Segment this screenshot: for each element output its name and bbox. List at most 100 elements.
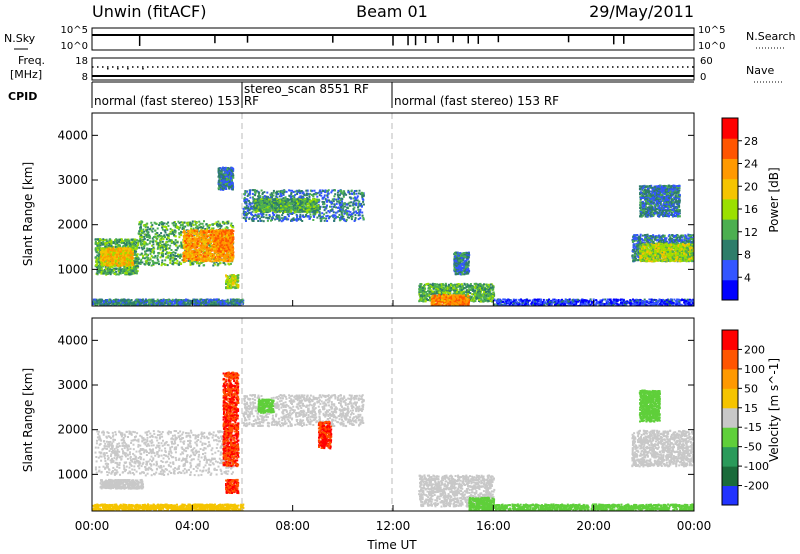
data-cell	[362, 195, 365, 198]
data-cell	[196, 244, 199, 247]
data-cell	[194, 239, 197, 242]
data-cell	[235, 284, 238, 287]
data-cell	[220, 248, 223, 251]
data-cell	[104, 272, 107, 275]
data-cell	[199, 238, 202, 241]
data-cell	[128, 242, 131, 245]
data-cell	[210, 246, 213, 249]
data-cell	[114, 255, 117, 258]
data-cell	[121, 257, 124, 259]
data-cell	[186, 248, 189, 251]
data-cell	[107, 247, 110, 250]
data-cell	[223, 237, 226, 240]
data-cell	[100, 242, 103, 245]
data-cell	[156, 232, 159, 234]
data-cell	[166, 243, 169, 246]
data-cell	[361, 214, 364, 217]
data-cell	[139, 263, 142, 265]
data-cell	[125, 239, 127, 242]
data-cell	[99, 268, 102, 271]
data-cell	[138, 262, 140, 265]
data-cell	[217, 170, 220, 173]
data-cell	[127, 273, 130, 275]
data-cell	[327, 210, 330, 212]
data-cell	[161, 262, 164, 265]
data-cell	[324, 198, 327, 201]
data-cell	[167, 237, 170, 240]
data-cell	[226, 229, 229, 232]
data-cell	[196, 246, 199, 249]
data-cell	[213, 222, 216, 225]
data-cell	[171, 232, 174, 235]
data-cell	[232, 230, 235, 233]
data-cell	[128, 268, 131, 271]
data-cell	[169, 261, 172, 264]
data-cell	[147, 234, 150, 237]
data-cell	[169, 255, 172, 258]
data-cell	[169, 244, 172, 247]
data-cell	[318, 211, 321, 214]
data-cell	[202, 260, 205, 262]
data-cell	[200, 240, 203, 243]
data-cell	[286, 213, 289, 216]
data-cell	[130, 247, 133, 250]
data-cell	[109, 242, 112, 245]
data-cell	[329, 201, 332, 203]
data-cell	[158, 245, 161, 248]
data-cell	[259, 195, 262, 198]
data-cell	[186, 252, 189, 255]
data-cell	[191, 240, 194, 242]
data-cell	[218, 245, 221, 248]
data-cell	[230, 173, 233, 176]
data-cell	[215, 229, 218, 232]
data-cell	[224, 237, 227, 240]
data-cell	[94, 238, 97, 241]
data-cell	[266, 219, 269, 222]
data-cell	[316, 195, 319, 198]
data-cell	[340, 203, 343, 206]
data-cell	[271, 196, 274, 199]
data-cell	[225, 274, 227, 277]
data-cell	[157, 242, 160, 245]
data-cell	[138, 221, 141, 224]
data-cell	[227, 239, 230, 242]
data-cell	[360, 193, 363, 195]
data-cell	[231, 258, 234, 261]
data-cell	[346, 212, 349, 214]
data-cell	[143, 230, 146, 233]
data-cell	[97, 255, 100, 258]
data-cell	[153, 235, 156, 238]
data-cell	[131, 243, 134, 246]
data-cell	[167, 221, 170, 224]
data-cell	[221, 178, 224, 181]
data-cell	[298, 191, 301, 194]
data-cell	[129, 267, 132, 270]
data-cell	[153, 247, 156, 250]
data-cell	[115, 248, 118, 251]
data-cell	[127, 242, 130, 245]
data-cell	[228, 263, 231, 266]
data-cell	[171, 240, 173, 243]
data-cell	[118, 262, 121, 265]
data-cell	[187, 259, 190, 262]
data-cell	[148, 258, 151, 261]
data-cell	[190, 250, 193, 253]
data-cell	[202, 246, 205, 249]
data-cell	[157, 252, 160, 255]
data-cell	[200, 231, 202, 234]
data-cell	[190, 243, 192, 246]
data-cell	[204, 247, 206, 250]
data-cell	[216, 231, 219, 234]
data-cell	[140, 220, 143, 223]
data-cell	[330, 205, 333, 208]
data-cell	[297, 190, 300, 193]
data-cell	[311, 189, 314, 192]
data-cell	[106, 261, 109, 264]
data-cell	[283, 191, 286, 194]
data-cell	[225, 229, 228, 232]
data-cell	[153, 251, 156, 254]
data-cell	[173, 224, 175, 227]
data-cell	[268, 214, 271, 216]
data-cell	[170, 249, 173, 251]
data-cell	[224, 166, 227, 169]
